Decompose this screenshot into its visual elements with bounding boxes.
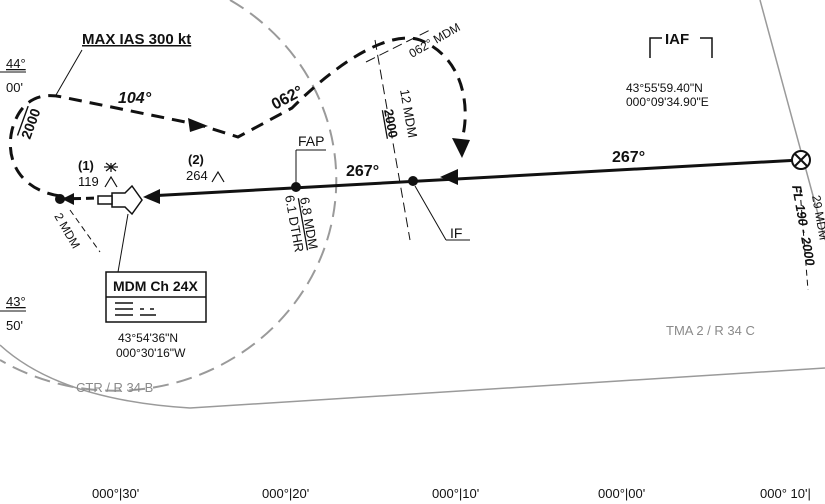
navaid-name: MDM Ch 24X bbox=[113, 278, 198, 294]
lat-43-min: 50' bbox=[6, 318, 23, 333]
lon-label: 000°|10' bbox=[432, 486, 479, 501]
if-leader bbox=[414, 185, 447, 241]
obstacle-1-alt: 119 bbox=[78, 174, 99, 189]
holding-pattern bbox=[8, 36, 467, 198]
radial-line bbox=[374, 39, 411, 241]
final-approach-course bbox=[147, 158, 801, 198]
fap-label: FAP bbox=[298, 133, 324, 149]
ctr-label: CTR / R 34 B bbox=[76, 380, 153, 395]
radial-062-line bbox=[365, 29, 431, 63]
iaf-bracket bbox=[649, 37, 713, 58]
fap-fix-icon bbox=[291, 182, 301, 192]
navaid-lon: 000°30'16"W bbox=[116, 346, 186, 360]
ctr-boundary bbox=[0, 0, 338, 392]
inbound-arrow bbox=[440, 169, 458, 185]
morse-code-icon bbox=[115, 302, 156, 316]
obstacle-lighted-icon bbox=[104, 162, 118, 188]
final-course-2: 267° bbox=[612, 149, 645, 166]
dme-29-tick bbox=[799, 189, 809, 291]
radial-label: 062° MDM bbox=[407, 20, 463, 61]
alt-12-label: 2000 bbox=[381, 108, 401, 139]
lon-label: 000°|30' bbox=[92, 486, 139, 501]
lat-44-deg: 44° bbox=[6, 56, 26, 71]
max-ias-label: MAX IAS 300 kt bbox=[82, 31, 191, 48]
dme-2-tick bbox=[69, 209, 101, 253]
iaf-lon: 000°09'34.90"E bbox=[626, 95, 709, 109]
holding-arrow bbox=[188, 118, 208, 132]
navaid-dme-icon bbox=[97, 184, 143, 216]
holding-out-course: 104° bbox=[118, 90, 152, 107]
max-ias-leader bbox=[55, 49, 83, 96]
lon-label: 000° 10'| bbox=[760, 486, 811, 501]
missed-arrowhead bbox=[62, 193, 74, 205]
obstacle-2-alt: 264 bbox=[186, 168, 208, 183]
if-fix-icon bbox=[408, 176, 418, 186]
navaid-end-dot bbox=[55, 194, 65, 204]
final-course-1: 267° bbox=[346, 163, 379, 180]
procedure-turn-arrow bbox=[452, 138, 470, 158]
lon-label: 000°|00' bbox=[598, 486, 645, 501]
dme-2-label: 2 MDM bbox=[51, 211, 82, 251]
lat-44-min: 00' bbox=[6, 80, 23, 95]
navaid-lat: 43°54'36"N bbox=[118, 331, 178, 345]
tma-boundary-left bbox=[0, 344, 191, 409]
iaf-lat: 43°55'59.40"N bbox=[626, 81, 703, 95]
iaf-fix-icon bbox=[791, 150, 811, 170]
tma-boundary-lower bbox=[189, 367, 825, 409]
navaid-leader bbox=[117, 213, 129, 273]
obstacle-2-num: (2) bbox=[188, 152, 204, 167]
tma-boundary-upper bbox=[759, 0, 825, 241]
tma-label: TMA 2 / R 34 C bbox=[666, 323, 755, 338]
obstacle-1-num: (1) bbox=[78, 158, 94, 173]
iaf-label: IAF bbox=[665, 31, 689, 48]
obstacle-icon bbox=[211, 170, 225, 183]
lat-43-deg: 43° bbox=[6, 294, 26, 309]
lon-label: 000°|20' bbox=[262, 486, 309, 501]
if-label: IF bbox=[450, 225, 462, 241]
final-arrowhead bbox=[143, 189, 160, 204]
holding-in-course: 062° bbox=[269, 83, 306, 114]
